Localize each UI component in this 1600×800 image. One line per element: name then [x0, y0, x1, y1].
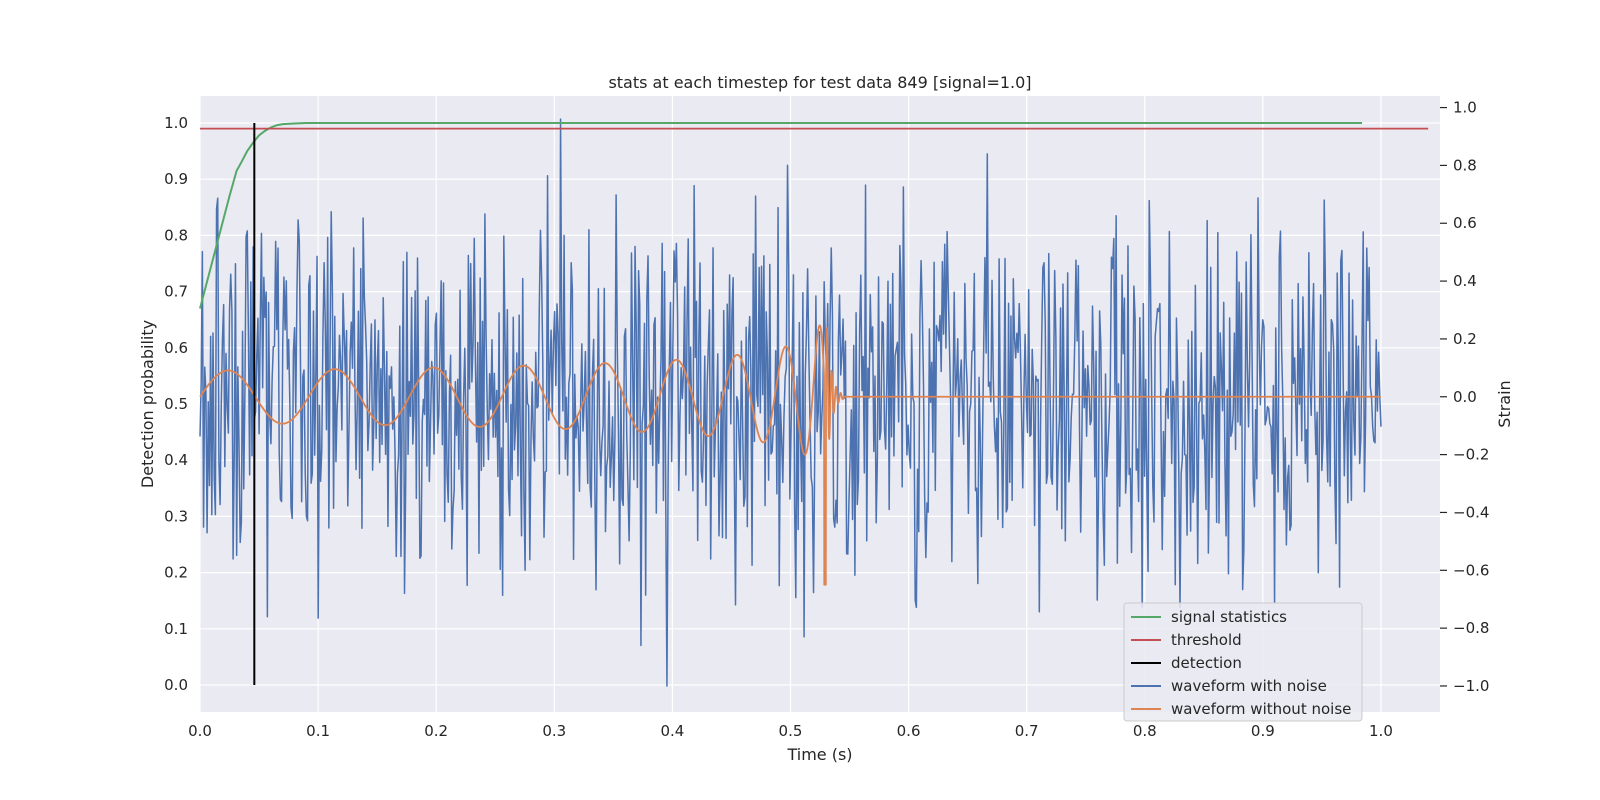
y-tick-label: 0.5: [164, 395, 188, 413]
series-signal-statistics: [199, 121, 1363, 309]
legend-box: [1123, 602, 1363, 722]
x-axis-ticks: 0.0 0.1 0.2 0.3 0.4 0.5 0.6 0.7 0.8 0.9 1.0: [188, 722, 1393, 740]
x-tick-label: 0.2: [424, 722, 448, 740]
y2-tick-label: −0.2: [1453, 446, 1489, 464]
y2-tick-label: 0.0: [1453, 388, 1477, 406]
x-tick-label: 0.8: [1133, 722, 1157, 740]
x-tick-label: 0.0: [188, 722, 212, 740]
y-tick-label: 0.4: [164, 451, 188, 469]
legend-label-waveform-without-noise: waveform without noise: [1171, 700, 1351, 718]
legend: signal statistics threshold detection wa…: [1123, 602, 1363, 722]
y2-tick-label: 0.2: [1453, 330, 1477, 348]
y2-tick-label: 0.4: [1453, 272, 1477, 290]
y2-tick-label: −1.0: [1453, 677, 1489, 695]
y2-tick-label: −0.6: [1453, 561, 1489, 579]
y-tick-label: 0.8: [164, 226, 188, 244]
y-tick-label: 0.9: [164, 170, 188, 188]
y2-tick-label: 1.0: [1453, 99, 1477, 117]
x-tick-label: 0.7: [1015, 722, 1039, 740]
x-tick-label: 0.5: [779, 722, 803, 740]
legend-label-detection: detection: [1171, 654, 1242, 672]
x-axis-label: Time (s): [786, 745, 852, 764]
y2-tick-label: −0.4: [1453, 503, 1489, 521]
y-tick-label: 0.1: [164, 620, 188, 638]
legend-label-threshold: threshold: [1171, 631, 1242, 649]
x-tick-label: 0.6: [897, 722, 921, 740]
x-tick-label: 0.1: [306, 722, 330, 740]
y-tick-label: 0.6: [164, 339, 188, 357]
y2-axis-ticks: −1.0 −0.8 −0.6 −0.4 −0.2 0.0 0.2 0.4 0.6 0.8 1.0: [1440, 99, 1489, 695]
y-tick-label: 0.2: [164, 564, 188, 582]
y-tick-label: 0.0: [164, 676, 188, 694]
x-tick-label: 0.3: [542, 722, 566, 740]
series-layer: [199, 118, 1429, 687]
legend-label-signal-statistics: signal statistics: [1171, 608, 1287, 626]
y2-tick-label: −0.8: [1453, 619, 1489, 637]
x-tick-label: 0.9: [1251, 722, 1275, 740]
x-tick-label: 1.0: [1369, 722, 1393, 740]
y-axis-label: Detection probability: [138, 320, 157, 488]
series-waveform-without-noise: [199, 324, 1382, 586]
y-tick-label: 0.3: [164, 507, 188, 525]
y-tick-label: 0.7: [164, 283, 188, 301]
y2-axis-label: Strain: [1495, 380, 1514, 427]
y2-tick-label: 0.6: [1453, 214, 1477, 232]
legend-label-waveform-with-noise: waveform with noise: [1171, 677, 1327, 695]
x-tick-label: 0.4: [660, 722, 684, 740]
y-axis-ticks: 0.0 0.1 0.2 0.3 0.4 0.5 0.6 0.7 0.8 0.9 1.0: [164, 114, 188, 694]
chart-title: stats at each timestep for test data 849…: [608, 73, 1031, 92]
series-waveform-with-noise: [199, 118, 1382, 687]
y2-tick-label: 0.8: [1453, 156, 1477, 174]
y-tick-label: 1.0: [164, 114, 188, 132]
